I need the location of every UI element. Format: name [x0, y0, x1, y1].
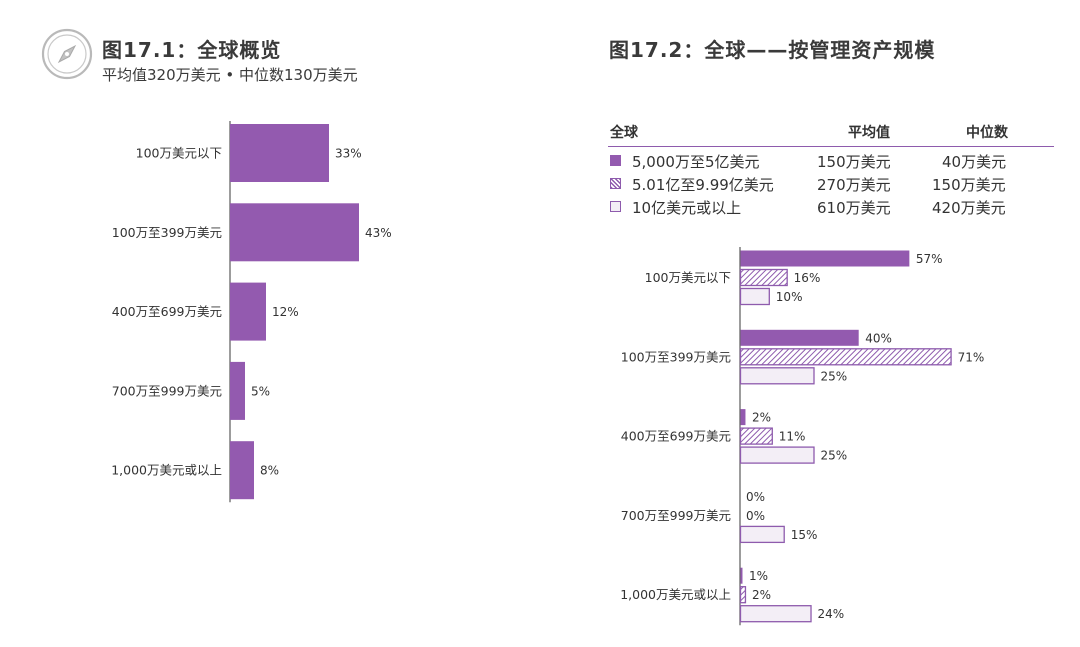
legend-row-median: 150万美元 [932, 176, 1006, 194]
fig2-title: 图17.2：全球——按管理资产规模 [609, 38, 936, 62]
legend-row-median: 40万美元 [942, 153, 1007, 171]
bar [739, 446, 815, 464]
category-label: 100万美元以下 [645, 270, 731, 285]
legend-row-median: 420万美元 [932, 199, 1006, 217]
category-label: 700万至999万美元 [112, 383, 222, 398]
legend-header-global: 全球 [610, 125, 638, 141]
bar [739, 427, 773, 445]
data-label: 0% [746, 509, 765, 523]
data-label: 2% [752, 411, 771, 425]
data-label: 1% [749, 569, 768, 583]
compass-icon [41, 28, 93, 80]
bar [739, 268, 788, 287]
data-label: 40% [865, 331, 892, 345]
legend-swatch-solid [610, 155, 621, 166]
data-label: 16% [794, 271, 821, 285]
data-label: 43% [365, 226, 392, 240]
legend-row: 10亿美元或以上 610万美元 420万美元 [608, 196, 1054, 218]
data-label: 15% [791, 528, 818, 542]
legend-header-median: 中位数 [966, 125, 1008, 141]
bar [739, 367, 815, 385]
category-label: 700万至999万美元 [621, 508, 731, 523]
bar [740, 250, 910, 267]
bar [740, 567, 743, 584]
data-label: 5% [251, 384, 270, 398]
legend-swatch-outline [610, 201, 621, 212]
data-label: 12% [272, 305, 299, 319]
data-label: 33% [335, 147, 362, 161]
data-label: 24% [818, 607, 845, 621]
bar [739, 287, 770, 306]
legend-row-label: 5,000万至5亿美元 [632, 153, 760, 171]
legend-row-label: 10亿美元或以上 [632, 199, 742, 217]
legend-swatch-hatch [610, 178, 621, 189]
data-label: 25% [821, 449, 848, 463]
bar [739, 605, 812, 623]
data-label: 11% [779, 430, 806, 444]
fig2-bar-chart: 57% 16% 10% 100万美元以下 40% 71% 25% 100万至399万美元 2% 1… [620, 247, 985, 626]
data-label: 8% [260, 464, 279, 478]
legend-row-mean: 270万美元 [817, 176, 891, 194]
legend-row-mean: 150万美元 [817, 153, 891, 171]
bar [739, 525, 785, 544]
fig1-subtitle: 平均值320万美元 • 中位数130万美元 [102, 66, 358, 84]
bar [230, 441, 254, 500]
category-label: 100万美元以下 [136, 146, 222, 161]
legend-row-mean: 610万美元 [817, 199, 891, 217]
data-label: 25% [821, 369, 848, 383]
category-label: 400万至699万美元 [621, 429, 731, 444]
category-label: 100万至399万美元 [112, 225, 222, 240]
bar [740, 409, 746, 426]
legend-row: 5,000万至5亿美元 150万美元 40万美元 [608, 150, 1054, 172]
category-label: 100万至399万美元 [621, 349, 731, 364]
data-label: 71% [958, 350, 985, 364]
data-label: 57% [916, 252, 943, 266]
bar [740, 329, 859, 346]
bar [230, 361, 245, 420]
data-label: 2% [752, 588, 771, 602]
bar [739, 586, 747, 604]
bar [230, 124, 329, 182]
category-label: 1,000万美元或以上 [620, 587, 731, 602]
data-label: 10% [776, 290, 803, 304]
legend-header-rule [608, 146, 1054, 147]
data-label: 0% [746, 490, 765, 504]
legend-header-mean: 平均值 [848, 125, 890, 141]
legend-row-label: 5.01亿至9.99亿美元 [632, 176, 774, 194]
legend-table-header: 全球 平均值 中位数 [608, 118, 1054, 147]
legend-row: 5.01亿至9.99亿美元 270万美元 150万美元 [608, 173, 1054, 195]
bar [230, 282, 266, 341]
bar [230, 203, 359, 262]
fig1-title: 图17.1：全球概览 [102, 38, 282, 62]
bar [739, 348, 952, 366]
fig2-legend-table: 全球 平均值 中位数 5,000万至5亿美元 150万美元 40万美元 5.01… [608, 118, 1054, 217]
category-label: 1,000万美元或以上 [111, 463, 222, 478]
fig1-bar-chart: 33% 100万美元以下 43% 100万至399万美元 12% 400万至699万美元 5… [111, 121, 392, 503]
category-label: 400万至699万美元 [112, 304, 222, 319]
